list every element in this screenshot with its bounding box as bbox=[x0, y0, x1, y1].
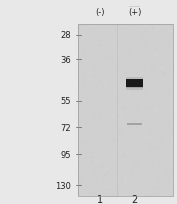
Text: 95: 95 bbox=[60, 150, 71, 159]
Bar bbox=[126, 79, 143, 89]
Bar bbox=[126, 80, 143, 88]
Text: 36: 36 bbox=[60, 55, 71, 64]
Bar bbox=[78, 24, 173, 196]
Text: 28: 28 bbox=[60, 31, 71, 40]
Text: 130: 130 bbox=[55, 181, 71, 190]
Text: 72: 72 bbox=[60, 123, 71, 132]
Text: 55: 55 bbox=[60, 97, 71, 106]
Bar bbox=[129, 7, 140, 8]
Text: 2: 2 bbox=[131, 194, 138, 204]
Bar bbox=[126, 78, 143, 90]
Text: (-): (-) bbox=[95, 8, 105, 17]
Bar bbox=[78, 24, 173, 196]
Text: (+): (+) bbox=[128, 8, 141, 17]
Bar bbox=[127, 124, 142, 126]
Text: 1: 1 bbox=[97, 194, 103, 204]
